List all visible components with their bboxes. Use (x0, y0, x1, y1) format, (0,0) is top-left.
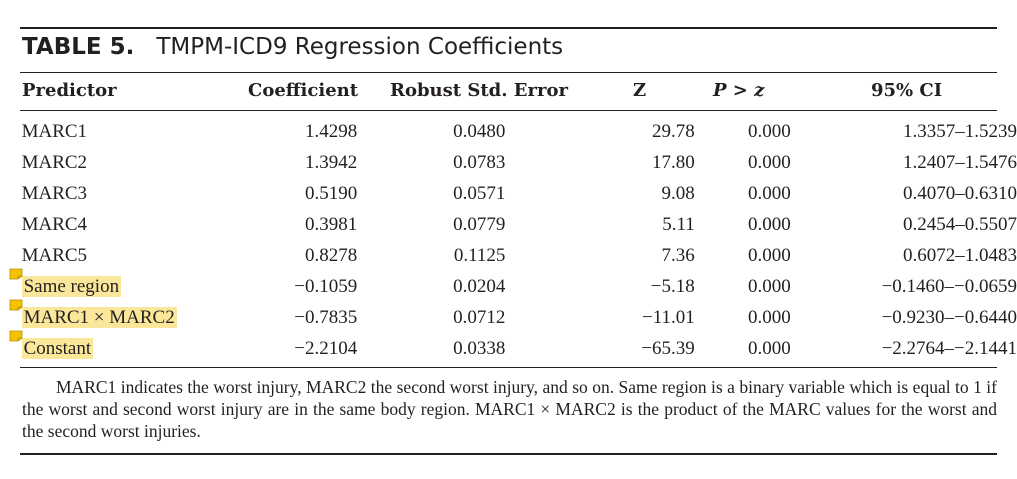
cell-z: −5.18 (650, 275, 695, 297)
cell-predictor: Same region (9, 268, 241, 302)
title-rule (20, 72, 997, 73)
predictor-label: MARC3 (21, 182, 88, 204)
cell-p-value: 0.000 (747, 306, 791, 328)
cell-p-value: 0.000 (747, 120, 791, 142)
cell-robust-std-error: 0.1125 (453, 244, 506, 266)
cell-robust-std-error: 0.0779 (453, 213, 506, 235)
cell-z: 5.11 (662, 213, 695, 235)
cell-ci: 1.2407–1.5476 (903, 151, 1017, 173)
predictor-label: MARC1 × MARC2 (9, 299, 177, 328)
table-row: MARC2 1.3942 0.0783 17.80 0.000 1.2407–1.5476 (0, 147, 1017, 178)
cell-robust-std-error: 0.0783 (453, 151, 506, 173)
cell-p-value: 0.000 (747, 337, 791, 359)
cell-coefficient: −0.1059 (294, 275, 358, 297)
cell-coefficient: 1.4298 (305, 120, 358, 142)
cell-predictor: MARC5 (22, 240, 241, 271)
cell-robust-std-error: 0.0571 (453, 182, 506, 204)
cell-z: −11.01 (641, 306, 695, 328)
cell-p-value: 0.000 (747, 213, 791, 235)
table-row: MARC3 0.5190 0.0571 9.08 0.000 0.4070–0.6310 (0, 178, 1017, 209)
table-row: Same region −0.1059 0.0204 −5.18 0.000 −0.146… (0, 268, 1017, 302)
predictor-text: MARC1 × MARC2 (23, 306, 175, 328)
cell-p-value: 0.000 (747, 151, 791, 173)
predictor-text: Constant (23, 337, 92, 359)
header-p-value: P > z (713, 80, 765, 101)
cell-predictor: MARC1 × MARC2 (9, 299, 241, 333)
header-robust-std-error: Robust Std. Error (390, 80, 568, 101)
regression-table: MARC1 1.4298 0.0480 29.78 0.000 1.3357–1.5239… (0, 116, 1017, 364)
cell-z: −65.39 (641, 337, 695, 359)
cell-coefficient: 0.5190 (305, 182, 358, 204)
cell-ci: −0.9230–−0.6440 (881, 306, 1017, 328)
sticky-note-icon[interactable] (9, 330, 23, 342)
cell-predictor: MARC4 (22, 209, 241, 240)
cell-ci: 0.6072–1.0483 (903, 244, 1017, 266)
cell-ci: 0.4070–0.6310 (903, 182, 1017, 204)
cell-z: 9.08 (661, 182, 695, 204)
bottom-rule (20, 453, 997, 455)
cell-robust-std-error: 0.0204 (453, 275, 506, 297)
cell-ci: 0.2454–0.5507 (903, 213, 1017, 235)
cell-coefficient: −0.7835 (294, 306, 358, 328)
table-row: Constant −2.2104 0.0338 −65.39 0.000 −2.2764–… (0, 330, 1017, 364)
header-coefficient: Coefficient (248, 80, 359, 101)
cell-robust-std-error: 0.0712 (453, 306, 506, 328)
cell-predictor: MARC1 (22, 116, 241, 147)
cell-z: 7.36 (661, 244, 695, 266)
header-predictor: Predictor (22, 80, 117, 101)
predictor-label: MARC5 (21, 244, 88, 266)
table-footnote: MARC1 indicates the worst injury, MARC2 … (22, 376, 997, 442)
predictor-label: MARC4 (21, 213, 88, 235)
table-title: TABLE 5. TMPM-ICD9 Regression Coefficient… (22, 34, 563, 60)
cell-ci: −2.2764–−2.1441 (881, 337, 1017, 359)
cell-z: 29.78 (652, 120, 695, 142)
cell-z: 17.80 (652, 151, 695, 173)
cell-ci: −0.1460–−0.0659 (881, 275, 1017, 297)
cell-p-value: 0.000 (747, 275, 791, 297)
cell-predictor: MARC3 (22, 178, 241, 209)
table-caption: TMPM-ICD9 Regression Coefficients (156, 34, 564, 60)
predictor-label: MARC2 (21, 151, 88, 173)
cell-coefficient: 0.8278 (305, 244, 358, 266)
cell-ci: 1.3357–1.5239 (903, 120, 1017, 142)
predictor-label: MARC1 (21, 120, 88, 142)
table-row: MARC1 × MARC2 −0.7835 0.0712 −11.01 0.000 −0.… (0, 299, 1017, 333)
table-row: MARC4 0.3981 0.0779 5.11 0.000 0.2454–0.5507 (0, 209, 1017, 240)
table-row: MARC5 0.8278 0.1125 7.36 0.000 0.6072–1.0483 (0, 240, 1017, 271)
cell-coefficient: 1.3942 (305, 151, 358, 173)
cell-p-value: 0.000 (747, 244, 791, 266)
header-rule (20, 110, 997, 111)
table-number: TABLE 5. (22, 34, 135, 60)
cell-predictor: MARC2 (22, 147, 241, 178)
header-z: Z (633, 80, 647, 101)
predictor-label: Constant (9, 330, 94, 359)
cell-robust-std-error: 0.0338 (453, 337, 506, 359)
cell-p-value: 0.000 (747, 182, 791, 204)
body-rule (20, 367, 997, 368)
cell-robust-std-error: 0.0480 (453, 120, 506, 142)
table-row: MARC1 1.4298 0.0480 29.78 0.000 1.3357–1.5239 (0, 116, 1017, 147)
cell-coefficient: −2.2104 (294, 337, 358, 359)
predictor-text: Same region (23, 275, 120, 297)
sticky-note-icon[interactable] (9, 268, 23, 280)
top-rule (20, 27, 997, 29)
header-ci: 95% CI (871, 80, 943, 101)
cell-coefficient: 0.3981 (305, 213, 358, 235)
footnote-text: MARC1 indicates the worst injury, MARC2 … (22, 377, 997, 441)
cell-predictor: Constant (9, 330, 241, 364)
predictor-label: Same region (9, 268, 122, 297)
sticky-note-icon[interactable] (9, 299, 23, 311)
